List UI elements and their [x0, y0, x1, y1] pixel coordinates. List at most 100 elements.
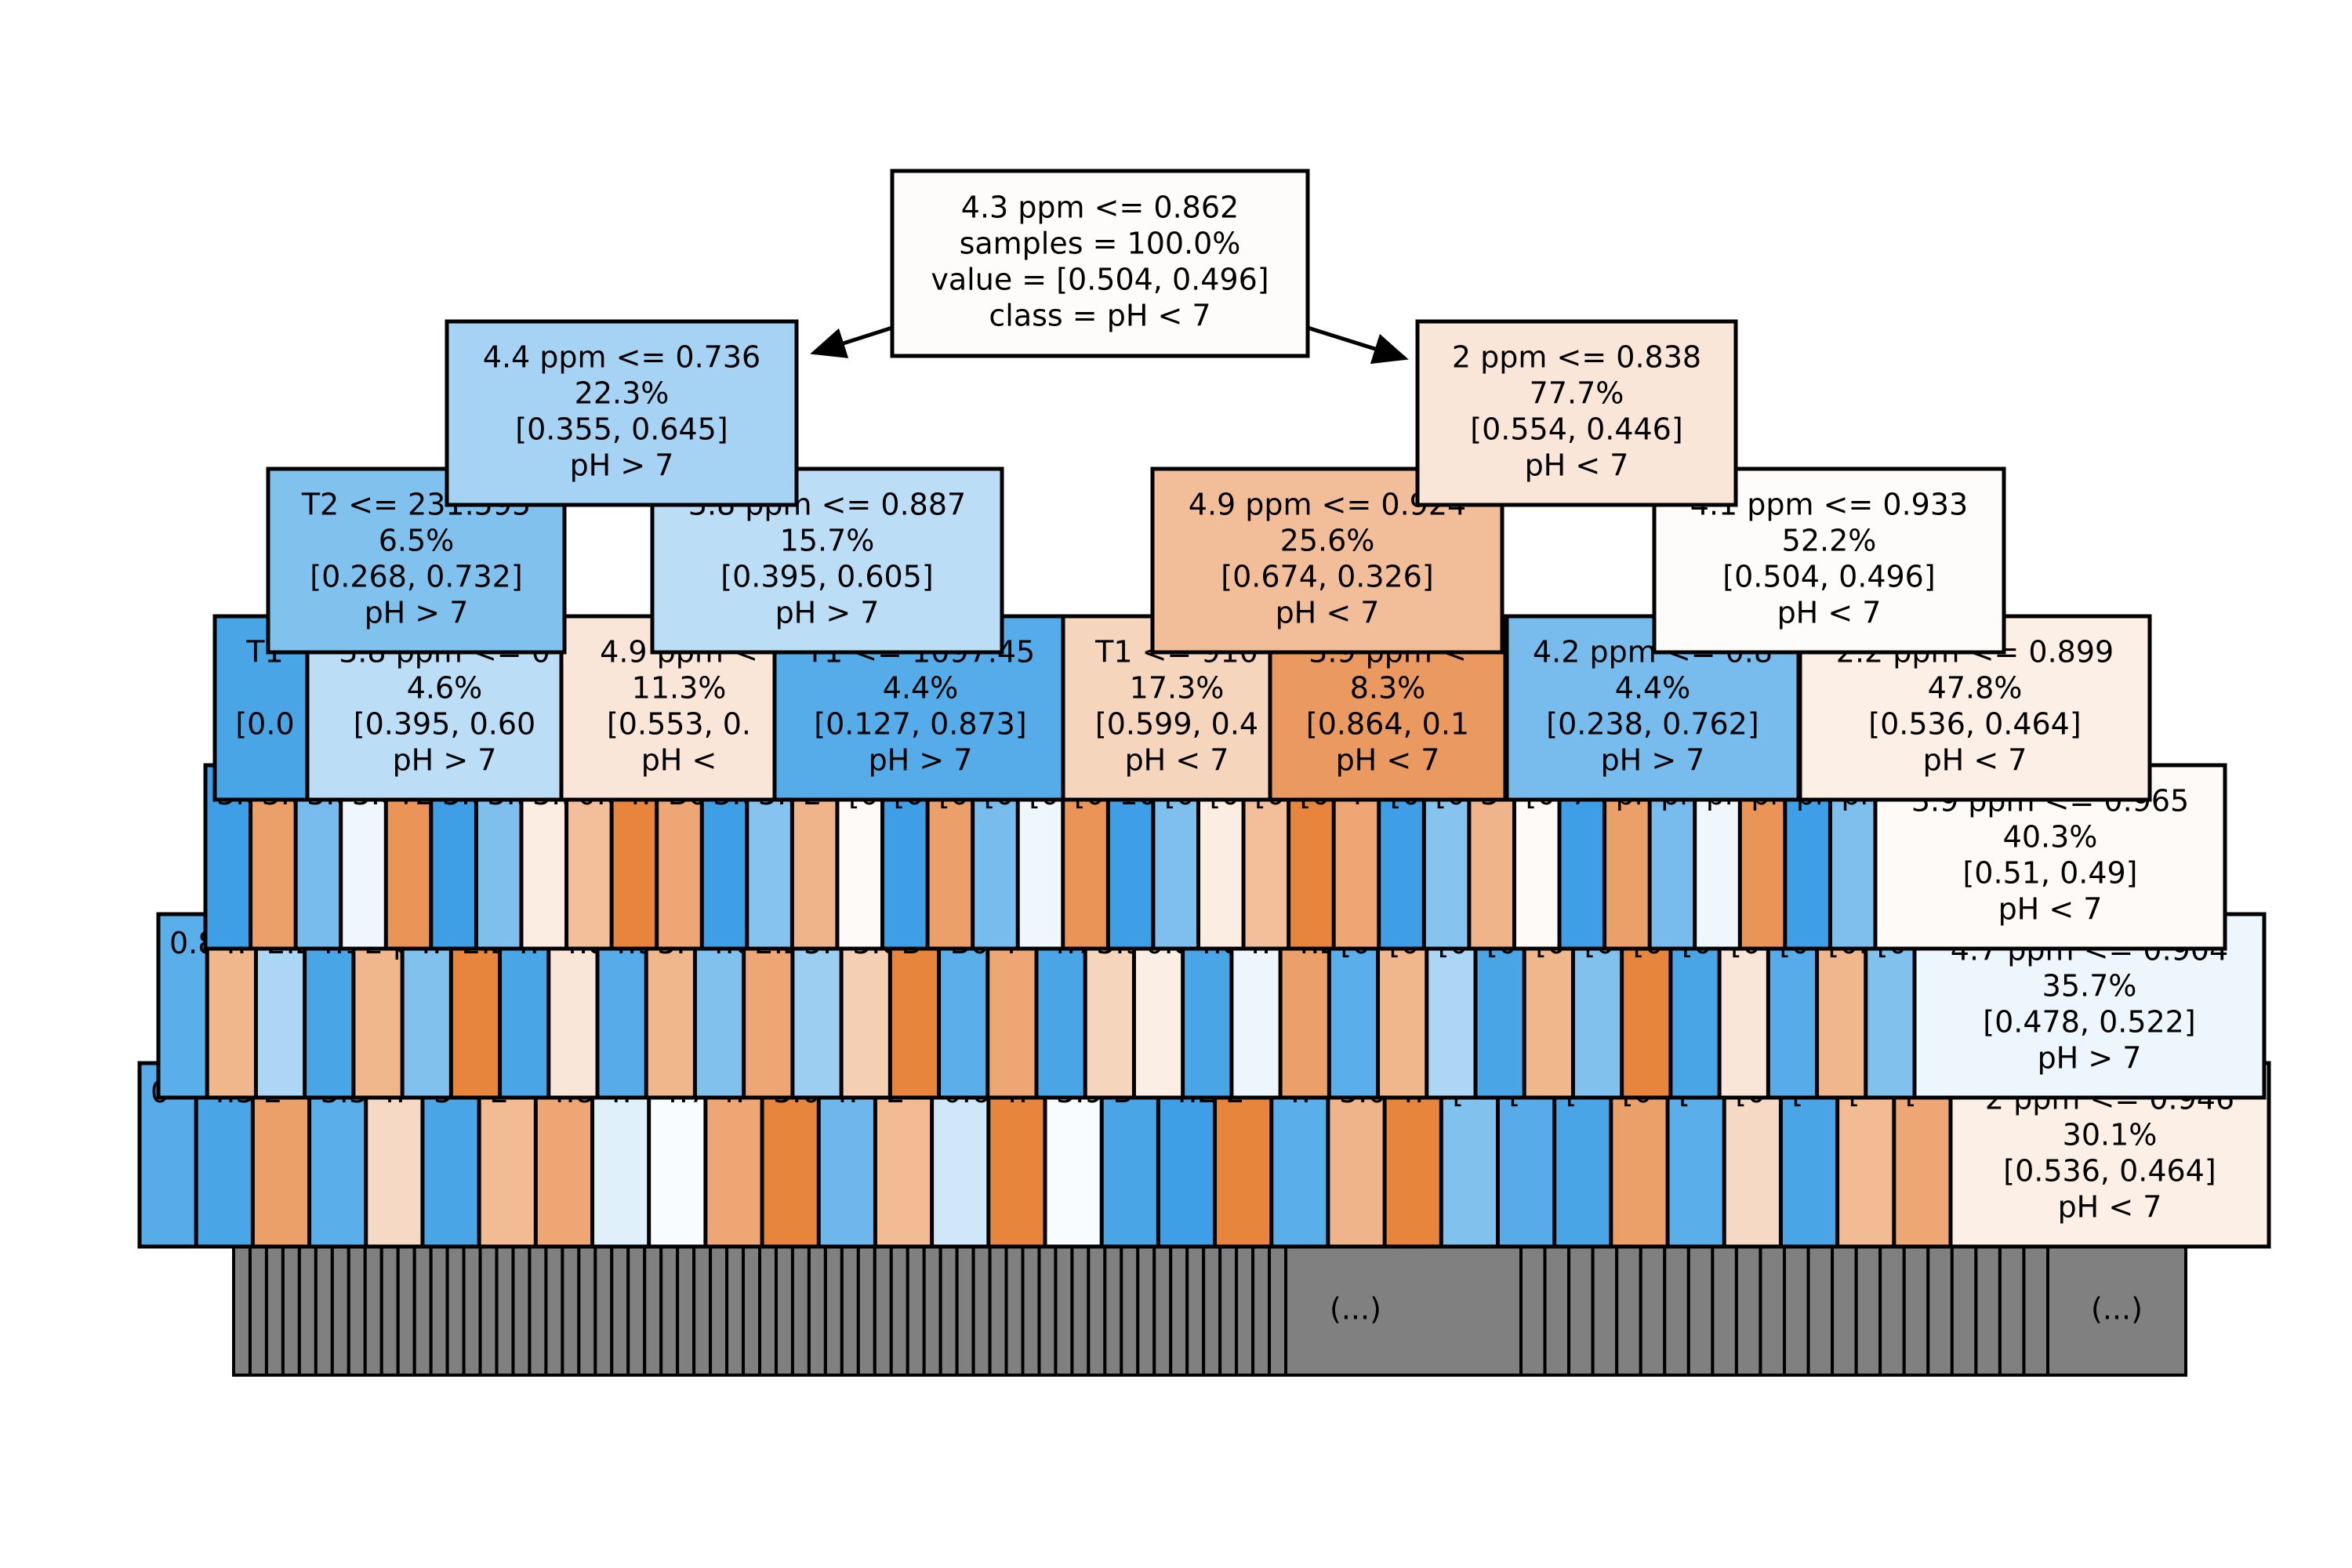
truncated-leaf-63 — [1251, 1245, 1272, 1377]
root-node-line-4: class = pH < 7 — [989, 299, 1210, 333]
truncated-leaf-4 — [281, 1245, 301, 1377]
truncated-leaf-row: (...) (...) — [232, 1245, 2187, 1377]
truncated-leaf-40 — [873, 1245, 893, 1377]
truncated-leaf-11 — [396, 1245, 416, 1377]
truncated-leaf-r7 — [1663, 1245, 1690, 1377]
node-d2-c-line-2: 25.6% — [1280, 524, 1375, 558]
truncated-leaf-27 — [659, 1245, 680, 1377]
truncated-leaf-34 — [774, 1245, 794, 1377]
truncated-leaf-56 — [1136, 1245, 1156, 1377]
truncated-leaf-42 — [906, 1245, 926, 1377]
node-d3-d-line-4: pH > 7 — [869, 743, 973, 778]
node-d3-g-line-2: 4.4% — [1615, 671, 1691, 706]
node-d2-b-line-3: [0.395, 0.605] — [720, 560, 933, 594]
node-d3-c-line-3: [0.553, 0. — [607, 707, 751, 742]
truncated-leaf-58 — [1169, 1245, 1189, 1377]
truncated-leaf-15 — [462, 1245, 482, 1377]
truncated-leaf-r5 — [1615, 1245, 1642, 1377]
truncated-leaf-r18 — [1926, 1245, 1954, 1377]
truncated-leaf-r22 — [2022, 1245, 2050, 1377]
truncated-leaf-35 — [790, 1245, 811, 1377]
truncated-leaf-44 — [938, 1245, 959, 1377]
node-d1-right-line-3: [0.554, 0.446] — [1470, 412, 1682, 447]
truncated-leaf-r16 — [1878, 1245, 1906, 1377]
node-d3-g-line-3: [0.238, 0.762] — [1546, 707, 1759, 742]
node-d1-right-line-4: pH < 7 — [1525, 448, 1629, 483]
truncated-leaf-51 — [1054, 1245, 1074, 1377]
node-d3-f-line-3: [0.864, 0.1 — [1306, 707, 1469, 742]
node-d6-last-line-2: 30.1% — [2063, 1118, 2158, 1152]
truncated-leaf-24 — [610, 1245, 630, 1377]
node-d3-d-line-3: [0.127, 0.873] — [814, 707, 1026, 742]
truncated-leaf-r10 — [1734, 1245, 1762, 1377]
truncated-leaf-13 — [429, 1245, 449, 1377]
node-d2-a-line-2: 6.5% — [379, 524, 455, 558]
truncated-leaf-28 — [676, 1245, 696, 1377]
truncated-leaf-r19 — [1950, 1245, 1978, 1377]
truncated-leaf-r11 — [1759, 1245, 1787, 1377]
node-d2-a-line-4: pH > 7 — [365, 596, 469, 630]
truncated-leaf-64 — [1268, 1245, 1287, 1377]
node-d1-left-box — [445, 319, 799, 507]
truncated-leaf-45 — [955, 1245, 975, 1377]
truncated-leaf-29 — [692, 1245, 713, 1377]
truncated-leaf-r14 — [1831, 1245, 1858, 1377]
truncated-leaf-14 — [445, 1245, 466, 1377]
node-d1-right-line-1: 2 ppm <= 0.838 — [1452, 340, 1701, 375]
truncated-leaf-31 — [725, 1245, 746, 1377]
truncated-leaf-41 — [889, 1245, 909, 1377]
truncated-leaf-22 — [577, 1245, 597, 1377]
truncated-leaf-50 — [1037, 1245, 1058, 1377]
truncated-leaf-57 — [1152, 1245, 1173, 1377]
ellipsis-label-1: (...) — [1330, 1292, 1381, 1327]
truncated-leaf-r12 — [1783, 1245, 1810, 1377]
truncated-leaf-25 — [626, 1245, 647, 1377]
truncated-leaf-39 — [856, 1245, 877, 1377]
truncated-leaf-r15 — [1854, 1245, 1882, 1377]
truncated-leaf-r17 — [1902, 1245, 1930, 1377]
node-d3-e-line-4: pH < 7 — [1125, 743, 1229, 778]
truncated-leaf-2 — [248, 1245, 268, 1377]
truncated-leaf-9 — [363, 1245, 383, 1377]
node-d1-left-line-4: pH > 7 — [570, 448, 674, 483]
truncated-leaf-62 — [1235, 1245, 1255, 1377]
truncated-leaf-block-1 — [1284, 1245, 1523, 1377]
truncated-leaf-23 — [593, 1245, 614, 1377]
node-d3-e-line-3: [0.599, 0.4 — [1095, 707, 1258, 742]
truncated-leaf-r6 — [1639, 1245, 1667, 1377]
truncated-leaf-52 — [1070, 1245, 1091, 1377]
node-d3-f-line-4: pH < 7 — [1336, 743, 1440, 778]
node-d2-c-line-3: [0.674, 0.326] — [1221, 560, 1433, 594]
truncated-leaf-38 — [840, 1245, 860, 1377]
truncated-leaf-r4 — [1591, 1245, 1619, 1377]
node-d3-h-line-3: [0.536, 0.464] — [1868, 707, 2081, 742]
root-node-line-2: samples = 100.0% — [960, 227, 1241, 261]
node-d2-d-line-3: [0.504, 0.496] — [1722, 560, 1935, 594]
truncated-leaf-r9 — [1711, 1245, 1738, 1377]
node-d3-b-line-4: pH > 7 — [393, 743, 497, 778]
node-d3-h-line-2: 47.8% — [1928, 671, 2023, 706]
node-d1-left-line-3: [0.355, 0.645] — [515, 412, 728, 447]
node-d4-last-line-2: 40.3% — [2003, 820, 2098, 855]
truncated-leaf-53 — [1087, 1245, 1107, 1377]
node-d2-b-line-4: pH > 7 — [775, 596, 880, 630]
node-d3-d-line-2: 4.4% — [883, 671, 959, 706]
truncated-leaf-26 — [643, 1245, 663, 1377]
node-d5-last-line-3: [0.478, 0.522] — [1983, 1005, 2195, 1040]
root-node-line-1: 4.3 ppm <= 0.862 — [961, 191, 1239, 225]
truncated-leaf-7 — [330, 1245, 350, 1377]
truncated-leaf-60 — [1202, 1245, 1222, 1377]
truncated-leaf-17 — [495, 1245, 515, 1377]
truncated-leaf-10 — [379, 1245, 400, 1377]
node-d1-right-box — [1415, 319, 1738, 507]
node-d1-right-line-2: 77.7% — [1530, 376, 1624, 411]
truncated-leaf-r8 — [1686, 1245, 1715, 1377]
truncated-leaf-6 — [314, 1245, 334, 1377]
node-d2-b-line-2: 15.7% — [780, 524, 875, 558]
node-d6-last-line-3: [0.536, 0.464] — [2003, 1154, 2216, 1189]
